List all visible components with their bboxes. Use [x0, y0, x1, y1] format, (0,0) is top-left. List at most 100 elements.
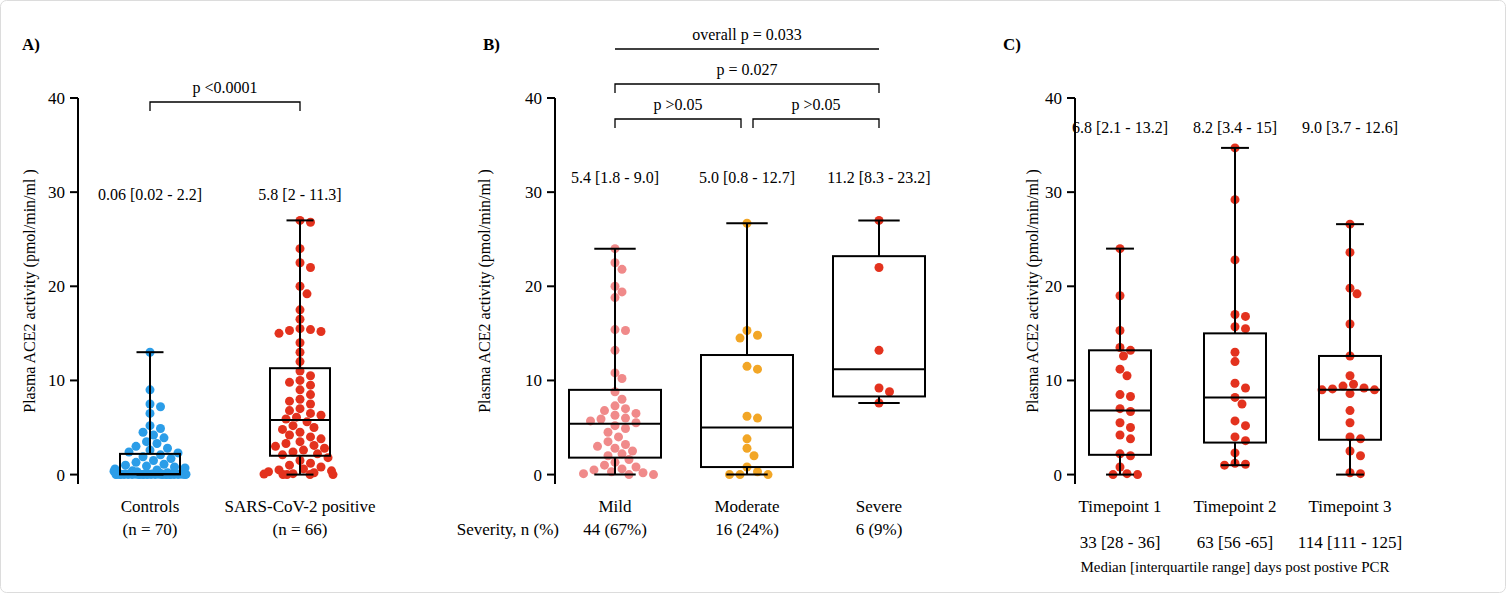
whisker-lower: [746, 467, 748, 475]
median-line: [270, 419, 330, 421]
box: [569, 390, 661, 458]
data-point: [285, 431, 294, 440]
median-line: [833, 368, 925, 370]
data-point: [125, 447, 134, 456]
data-point: [160, 460, 169, 469]
category-label: Severe: [856, 497, 902, 516]
data-point: [604, 437, 613, 446]
data-point: [303, 289, 312, 298]
data-point: [1126, 434, 1135, 443]
data-point: [1241, 312, 1250, 321]
data-point: [1116, 390, 1125, 399]
data-point: [1116, 431, 1125, 440]
data-point: [271, 442, 280, 451]
plot-area: [110, 216, 338, 479]
category-label: Timepoint 1: [1079, 497, 1162, 516]
data-point: [275, 329, 284, 338]
y-tick-label: 0: [57, 466, 66, 485]
data-point: [153, 439, 162, 448]
y-tick-label: 30: [1045, 183, 1062, 202]
data-point: [142, 462, 151, 471]
data-point: [743, 362, 752, 371]
category-sublabel: 33 [28 - 36]: [1080, 533, 1161, 552]
y-axis-label: Plasma ACE2 activity (pmol/min/ml ): [21, 169, 39, 413]
data-point: [167, 454, 176, 463]
data-point: [1116, 404, 1125, 413]
data-point: [310, 423, 319, 432]
data-point: [1241, 436, 1250, 445]
data-point: [329, 470, 338, 479]
data-point: [260, 470, 269, 479]
data-point: [279, 470, 288, 479]
whisker-upper: [746, 223, 748, 355]
y-tick: [1067, 474, 1075, 476]
comparison-label: p >0.05: [653, 96, 702, 114]
data-point: [600, 406, 609, 415]
whisker-upper: [149, 352, 151, 454]
data-point: [320, 444, 329, 453]
x-axis-label: Median [interquartile range] days post p…: [1080, 559, 1389, 575]
comparison-label: p = 0.027: [716, 61, 777, 79]
data-point: [296, 404, 305, 413]
data-point: [160, 433, 169, 442]
plot-area: [1089, 143, 1381, 479]
data-point: [753, 331, 762, 340]
data-point: [1126, 392, 1135, 401]
data-point: [604, 428, 613, 437]
data-point: [579, 469, 588, 478]
y-axis-line: [1074, 98, 1076, 484]
box: [701, 355, 793, 467]
y-tick: [1067, 97, 1075, 99]
whisker-upper: [614, 249, 616, 390]
data-point: [289, 421, 298, 430]
data-point: [324, 453, 333, 462]
data-point: [296, 395, 305, 404]
box: [120, 454, 180, 475]
summary-label: 9.0 [3.7 - 12.6]: [1302, 119, 1398, 136]
median-line: [569, 423, 661, 425]
data-point: [639, 468, 648, 477]
y-tick-label: 30: [525, 183, 542, 202]
data-point: [282, 439, 291, 448]
data-point: [621, 404, 630, 413]
whisker-cap-lower: [1221, 464, 1249, 466]
data-point: [306, 371, 315, 380]
data-point: [1126, 423, 1135, 432]
data-point: [306, 381, 315, 390]
whisker-cap-upper: [287, 219, 314, 221]
data-point: [649, 470, 658, 479]
y-axis-line: [554, 98, 556, 484]
data-point: [1241, 421, 1250, 430]
whisker-upper: [1349, 224, 1351, 356]
data-point: [182, 470, 191, 479]
median-line: [1204, 396, 1266, 398]
data-point: [285, 406, 294, 415]
whisker-cap-upper: [1336, 223, 1364, 225]
category-sublabel: (n = 70): [123, 520, 178, 539]
y-tick: [70, 97, 78, 99]
data-point: [1231, 432, 1240, 441]
data-point: [604, 451, 613, 460]
data-point: [1353, 289, 1362, 298]
box: [1089, 350, 1151, 455]
comparison-bracket: [150, 102, 300, 111]
panel: A)010203040Plasma ACE2 activity (pmol/mi…: [21, 35, 375, 539]
category-label: Controls: [121, 497, 180, 516]
data-point: [306, 459, 315, 468]
median-line: [701, 427, 793, 429]
category-sublabel: 63 [56 -65]: [1197, 533, 1273, 552]
data-point: [310, 441, 319, 450]
median-line: [1089, 410, 1151, 412]
data-point: [1349, 380, 1358, 389]
data-point: [618, 265, 627, 274]
y-tick: [70, 474, 78, 476]
box: [1319, 356, 1381, 440]
data-point: [611, 421, 620, 430]
data-point: [611, 444, 620, 453]
y-axis-label: Plasma ACE2 activity (pmol/min/ml ): [1024, 169, 1042, 413]
whisker-lower: [614, 458, 616, 475]
data-point: [1346, 418, 1355, 427]
y-axis-line: [77, 98, 79, 484]
data-point: [1119, 351, 1128, 360]
data-point: [317, 463, 326, 472]
